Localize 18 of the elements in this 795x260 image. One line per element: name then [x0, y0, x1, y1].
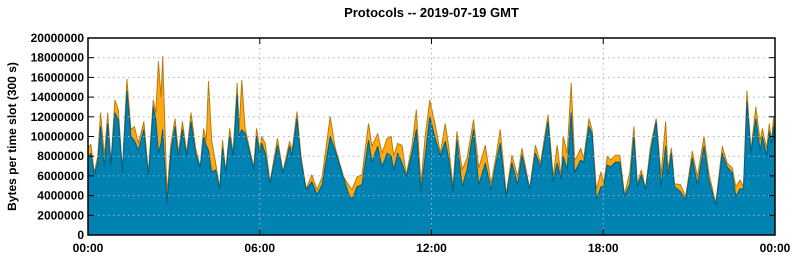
y-tick-label: 4000000	[37, 188, 84, 203]
y-tick-label: 8000000	[37, 149, 84, 164]
x-tick-label: 00:00	[760, 241, 791, 255]
y-tick-label: 18000000	[30, 50, 84, 65]
y-tick-label: 12000000	[30, 110, 84, 124]
y-tick-label: 2000000	[37, 208, 84, 222]
y-tick-label: 14000000	[30, 90, 84, 104]
y-tick-label: 10000000	[30, 130, 84, 144]
y-axis-title: Bytes per time slot (300 s)	[5, 62, 19, 211]
x-tick-label: 00:00	[72, 241, 104, 255]
x-tick-label: 06:00	[244, 241, 276, 255]
y-tick-label: 20000000	[30, 31, 84, 45]
y-tick-label: 6000000	[37, 168, 84, 183]
x-tick-label: 12:00	[416, 241, 448, 255]
y-tick-label: 16000000	[30, 70, 84, 84]
chart-title: Protocols -- 2019-07-19 GMT	[344, 5, 519, 20]
y-tick-label: 0	[77, 228, 84, 242]
x-tick-label: 18:00	[588, 241, 619, 255]
